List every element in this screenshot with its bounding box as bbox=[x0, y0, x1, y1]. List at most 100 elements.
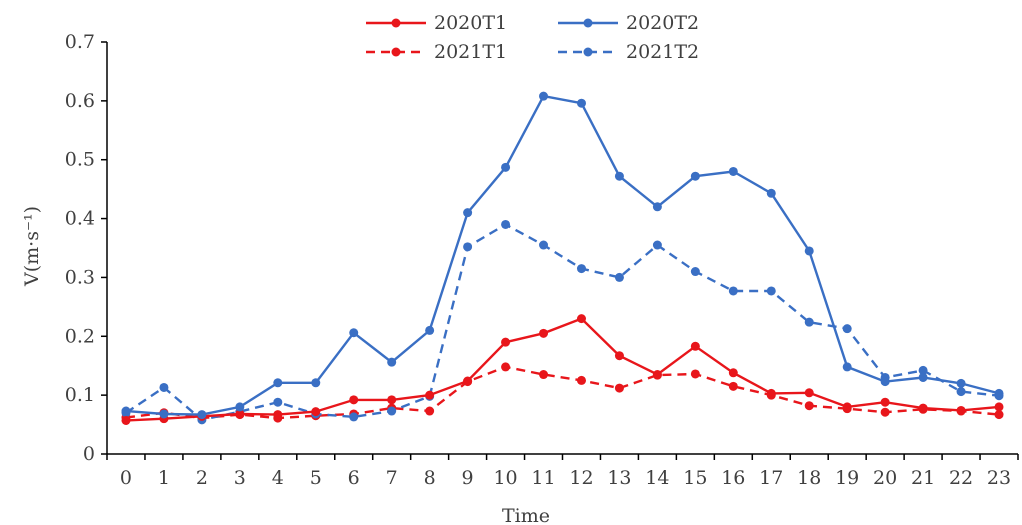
data-point-2020T2 bbox=[349, 328, 359, 338]
x-tick-label: 7 bbox=[386, 467, 398, 489]
data-point-2020T1 bbox=[880, 397, 890, 407]
legend-label: 2021T1 bbox=[434, 41, 507, 63]
data-point-2020T1 bbox=[273, 410, 283, 420]
x-axis-title: Time bbox=[502, 505, 550, 525]
legend-swatch-marker bbox=[583, 47, 593, 57]
data-point-2021T2 bbox=[918, 365, 928, 375]
y-tick-label: 0 bbox=[83, 443, 95, 465]
data-point-2021T2 bbox=[273, 397, 283, 407]
x-tick-label: 15 bbox=[683, 467, 707, 489]
legend: 2020T1 2020T2 2021T1 2021T2 bbox=[366, 12, 699, 63]
x-tick-label: 12 bbox=[569, 467, 593, 489]
data-point-2020T2 bbox=[463, 208, 473, 218]
data-point-2020T1 bbox=[576, 314, 586, 324]
y-tick-label: 0.7 bbox=[65, 31, 95, 53]
legend-item-2021T2: 2021T2 bbox=[558, 41, 699, 63]
data-point-2020T2 bbox=[880, 377, 890, 387]
data-point-2021T2 bbox=[463, 242, 473, 252]
data-point-2021T2 bbox=[690, 267, 700, 277]
x-axis: 0 1 2 3 4 5 6 7 8 9 10 11 12 13 14 15 16 17 18 19 20 21 22 23 bbox=[106, 453, 1019, 489]
data-point-2020T1 bbox=[235, 409, 245, 419]
x-tick-label: 5 bbox=[310, 467, 322, 489]
data-point-2020T2 bbox=[576, 98, 586, 108]
x-tick-label: 17 bbox=[759, 467, 783, 489]
data-point-2020T1 bbox=[690, 341, 700, 351]
x-tick-label: 19 bbox=[835, 467, 859, 489]
y-axis-title: V(m·s⁻¹) bbox=[21, 206, 43, 287]
data-point-2020T2 bbox=[614, 171, 624, 181]
x-tick-label: 2 bbox=[196, 467, 208, 489]
data-point-2020T2 bbox=[159, 409, 169, 419]
legend-label: 2020T2 bbox=[626, 12, 699, 34]
x-tick-label: 1 bbox=[158, 467, 170, 489]
data-point-2021T1 bbox=[576, 375, 586, 385]
data-point-2020T1 bbox=[311, 407, 321, 417]
data-point-2020T2 bbox=[311, 378, 321, 388]
legend-item-2021T1: 2021T1 bbox=[366, 41, 507, 63]
data-point-2021T2 bbox=[387, 406, 397, 416]
series-layer bbox=[121, 91, 1004, 425]
series-line-2021T1 bbox=[125, 365, 1000, 420]
y-tick-label: 0.4 bbox=[65, 208, 95, 230]
data-point-2020T1 bbox=[539, 328, 549, 338]
x-tick-label: 9 bbox=[462, 467, 474, 489]
y-tick-label: 0.6 bbox=[65, 90, 95, 112]
x-tick-label: 6 bbox=[348, 467, 360, 489]
data-point-2020T1 bbox=[728, 368, 738, 378]
data-point-2020T1 bbox=[842, 402, 852, 412]
series-line-2021T2 bbox=[125, 223, 1000, 422]
data-point-2020T1 bbox=[463, 376, 473, 386]
data-point-2020T2 bbox=[235, 402, 245, 412]
data-point-2021T2 bbox=[956, 387, 966, 397]
data-point-2021T2 bbox=[349, 412, 359, 422]
data-point-2020T1 bbox=[614, 351, 624, 361]
data-point-2020T1 bbox=[804, 388, 814, 398]
data-point-2021T1 bbox=[804, 401, 814, 411]
data-point-2020T1 bbox=[425, 390, 435, 400]
x-tick-label: 8 bbox=[424, 467, 436, 489]
data-point-2020T2 bbox=[197, 410, 207, 420]
y-tick-label: 0.3 bbox=[65, 266, 95, 288]
data-point-2021T1 bbox=[614, 383, 624, 393]
data-point-2020T1 bbox=[349, 395, 359, 405]
data-point-2021T1 bbox=[501, 362, 511, 372]
legend-swatch-marker bbox=[391, 18, 401, 28]
y-axis: 0 0.1 0.2 0.3 0.4 0.5 0.6 0.7 bbox=[65, 31, 108, 465]
x-tick-label: 3 bbox=[234, 467, 246, 489]
data-point-2020T1 bbox=[918, 403, 928, 413]
legend-swatch-marker bbox=[391, 47, 401, 57]
data-point-2021T1 bbox=[690, 369, 700, 379]
series-2020T2 bbox=[121, 91, 1004, 420]
data-point-2021T2 bbox=[842, 324, 852, 334]
data-point-2020T2 bbox=[956, 378, 966, 388]
data-point-2021T2 bbox=[159, 382, 169, 392]
data-point-2020T1 bbox=[387, 395, 397, 405]
data-point-2020T1 bbox=[956, 405, 966, 415]
x-tick-label: 11 bbox=[531, 467, 555, 489]
data-point-2020T2 bbox=[842, 362, 852, 372]
x-tick-label: 13 bbox=[607, 467, 631, 489]
data-point-2020T2 bbox=[387, 357, 397, 367]
x-tick-label: 4 bbox=[272, 467, 284, 489]
data-point-2020T2 bbox=[918, 372, 928, 382]
data-point-2020T2 bbox=[501, 162, 511, 172]
data-point-2021T2 bbox=[804, 317, 814, 327]
x-tick-label: 10 bbox=[493, 467, 517, 489]
data-point-2021T1 bbox=[425, 406, 435, 416]
data-point-2020T2 bbox=[273, 378, 283, 388]
data-point-2020T1 bbox=[501, 337, 511, 347]
y-tick-label: 0.5 bbox=[65, 149, 95, 171]
x-tick-label: 14 bbox=[645, 467, 669, 489]
x-tick-label: 18 bbox=[797, 467, 821, 489]
data-point-2021T2 bbox=[539, 240, 549, 250]
x-tick-label: 20 bbox=[873, 467, 897, 489]
data-point-2021T1 bbox=[880, 407, 890, 417]
data-point-2020T2 bbox=[121, 406, 131, 416]
data-point-2020T2 bbox=[728, 166, 738, 176]
legend-swatch-marker bbox=[583, 18, 593, 28]
legend-item-2020T2: 2020T2 bbox=[558, 12, 699, 34]
y-tick-label: 0.2 bbox=[65, 325, 95, 347]
data-point-2020T1 bbox=[652, 370, 662, 380]
data-point-2020T1 bbox=[766, 388, 776, 398]
